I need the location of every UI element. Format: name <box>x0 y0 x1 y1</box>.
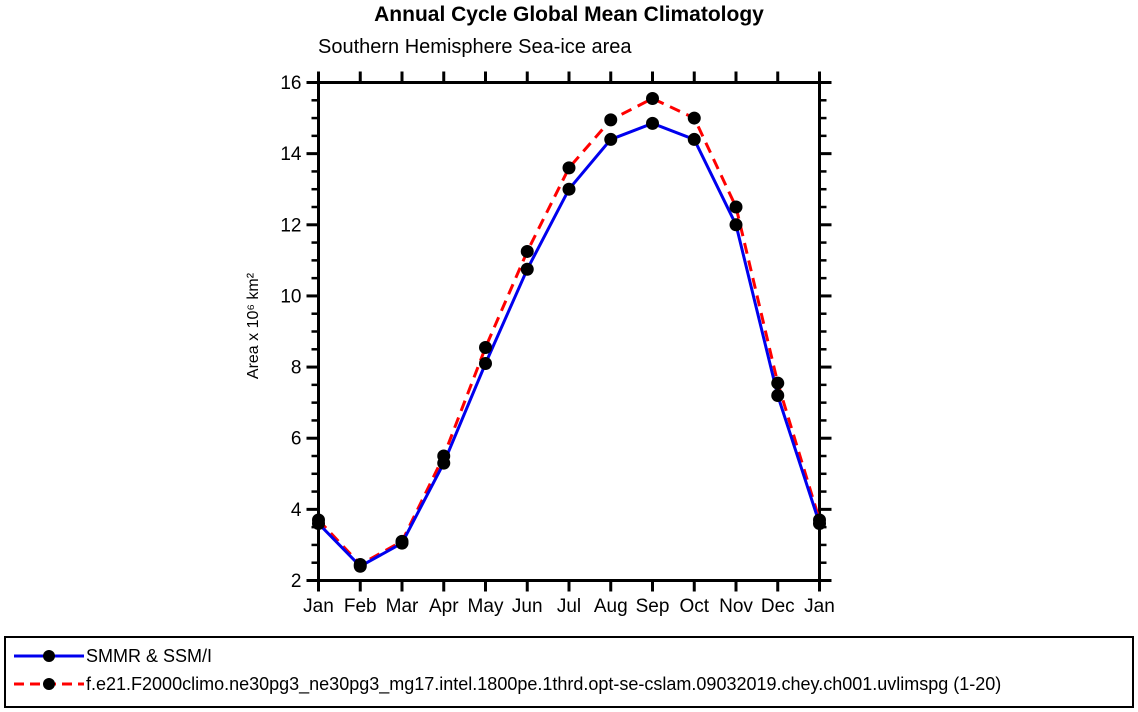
data-point-marker-series-1 <box>562 161 576 175</box>
y-axis-tick-label: 16 <box>280 73 301 94</box>
legend-entry-model-run: f.e21.F2000climo.ne30pg3_ne30pg3_mg17.in… <box>12 670 1132 698</box>
legend-line-sample-solid-blue <box>14 650 84 662</box>
data-point-marker-series-1 <box>437 449 451 463</box>
legend-line-sample-dashed-red <box>14 678 84 690</box>
x-axis-tick-label: Sep <box>636 596 670 617</box>
data-point-marker-series-0 <box>479 357 492 371</box>
data-point-marker-series-1 <box>312 513 325 527</box>
data-point-marker-series-1 <box>520 244 534 258</box>
data-point-marker-series-0 <box>771 389 785 403</box>
data-point-marker-series-1 <box>687 111 701 125</box>
x-axis-tick-label: Apr <box>429 596 459 617</box>
data-point-marker-series-1 <box>353 557 367 571</box>
x-axis-tick-label: Nov <box>719 596 753 617</box>
sea-ice-annual-cycle-plot: Jan Feb Mar Apr May Jun Jul Aug Sep Oct Nov Dec Jan2… <box>280 71 835 617</box>
y-axis-tick-label: 10 <box>280 286 301 307</box>
chart-subtitle: Southern Hemisphere Sea-ice area <box>318 36 632 58</box>
y-axis-tick-label: 2 <box>291 571 302 592</box>
data-point-marker-series-0 <box>604 132 618 146</box>
y-axis-tick-label: 12 <box>280 215 301 236</box>
legend-sample-marker <box>43 650 55 662</box>
x-axis-tick-label: May <box>468 596 504 617</box>
data-point-marker-series-1 <box>479 341 492 355</box>
y-axis-tick-label: 8 <box>291 358 302 379</box>
data-point-marker-series-1 <box>771 376 785 390</box>
data-point-marker-series-0 <box>729 218 743 232</box>
x-axis-tick-label: Jun <box>512 596 543 617</box>
x-axis-tick-label: Aug <box>594 596 628 617</box>
legend-entry-observations: SMMR & SSM/I <box>12 642 1132 670</box>
data-point-marker-series-0 <box>687 132 701 146</box>
chart-title: Annual Cycle Global Mean Climatology <box>374 3 764 26</box>
data-point-marker-series-1 <box>646 92 659 106</box>
legend-label-observations: SMMR & SSM/I <box>86 646 213 666</box>
x-axis-tick-label: Oct <box>679 596 709 617</box>
data-point-marker-series-1 <box>813 513 826 527</box>
legend-sample-marker <box>43 678 55 690</box>
x-axis-tick-label: Dec <box>761 596 795 617</box>
x-axis-tick-label: Feb <box>344 596 377 617</box>
y-axis-tick-label: 6 <box>291 429 302 450</box>
x-axis-tick-label: Jan <box>804 596 835 617</box>
data-point-marker-series-0 <box>646 116 659 130</box>
data-point-marker-series-0 <box>520 262 534 276</box>
y-axis-tick-label: 14 <box>280 144 302 165</box>
y-axis-tick-label: 4 <box>291 500 302 521</box>
data-point-marker-series-1 <box>729 200 743 214</box>
x-axis-tick-label: Jan <box>303 596 334 617</box>
x-axis-tick-label: Jul <box>557 596 581 617</box>
legend-label-model-run: f.e21.F2000climo.ne30pg3_ne30pg3_mg17.in… <box>86 674 1002 694</box>
legend-box: SMMR & SSM/I f.e21.F2000climo.ne30pg3_ne… <box>4 636 1134 708</box>
x-axis-tick-label: Mar <box>386 596 419 617</box>
plot-frame <box>317 81 821 582</box>
data-point-marker-series-1 <box>395 534 409 548</box>
data-point-marker-series-0 <box>562 182 576 196</box>
data-point-marker-series-1 <box>604 113 618 127</box>
